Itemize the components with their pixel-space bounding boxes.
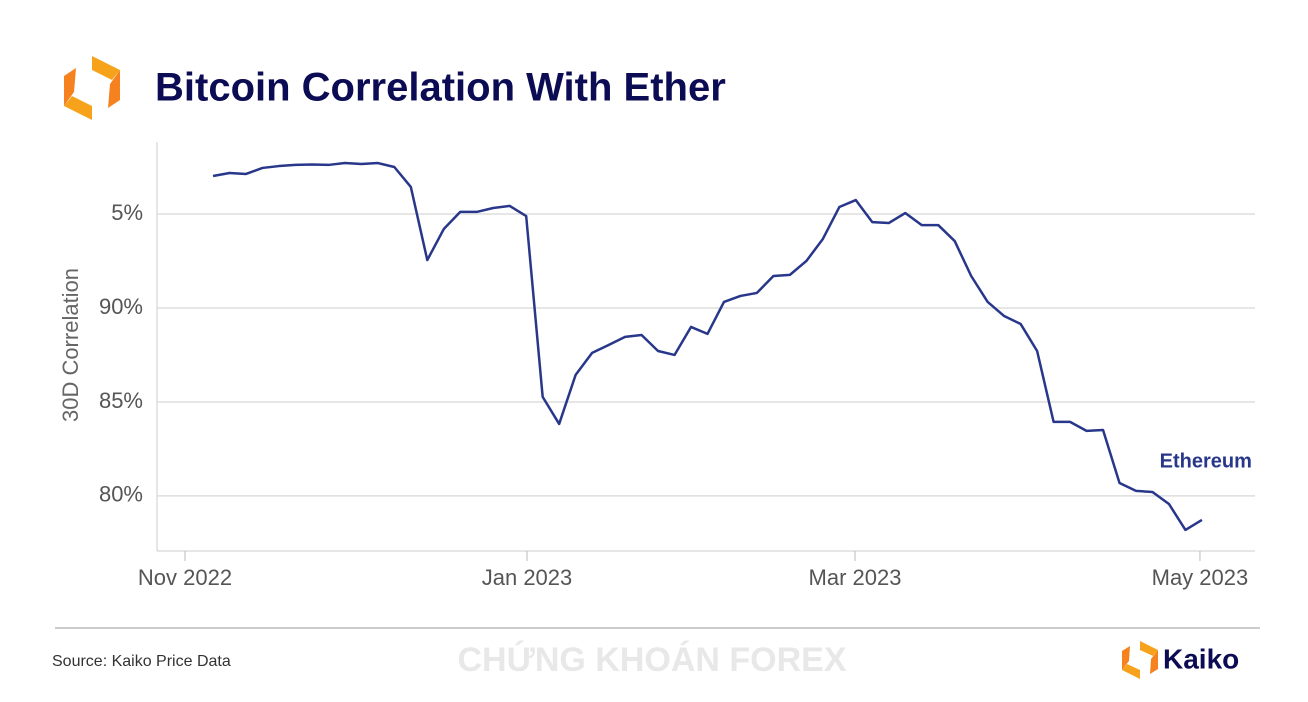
line bbox=[212, 161, 1203, 532]
x-tick-label: May 2023 bbox=[1152, 565, 1249, 590]
x-tick-label: Nov 2022 bbox=[138, 565, 232, 590]
series-label: Ethereum bbox=[1160, 450, 1252, 472]
y-tick-label: 80% bbox=[99, 482, 143, 507]
brand-logo bbox=[1122, 641, 1158, 679]
source: Source: Kaiko Price Data bbox=[52, 653, 231, 670]
x-tick-label: Jan 2023 bbox=[482, 565, 573, 590]
chart-title: Bitcoin Correlation With Ether bbox=[155, 66, 726, 110]
watermark: CHỨNG KHOÁN FOREX bbox=[458, 641, 847, 679]
x-tick-label: Mar 2023 bbox=[809, 565, 902, 590]
y-tick-label: 5% bbox=[111, 200, 143, 225]
y-tick-label: 90% bbox=[99, 294, 143, 319]
y-axis-title: 30D Correlation bbox=[58, 268, 83, 422]
brand: Kaiko bbox=[1163, 643, 1239, 674]
y-tick-label: 85% bbox=[99, 388, 143, 413]
logo bbox=[64, 56, 120, 120]
